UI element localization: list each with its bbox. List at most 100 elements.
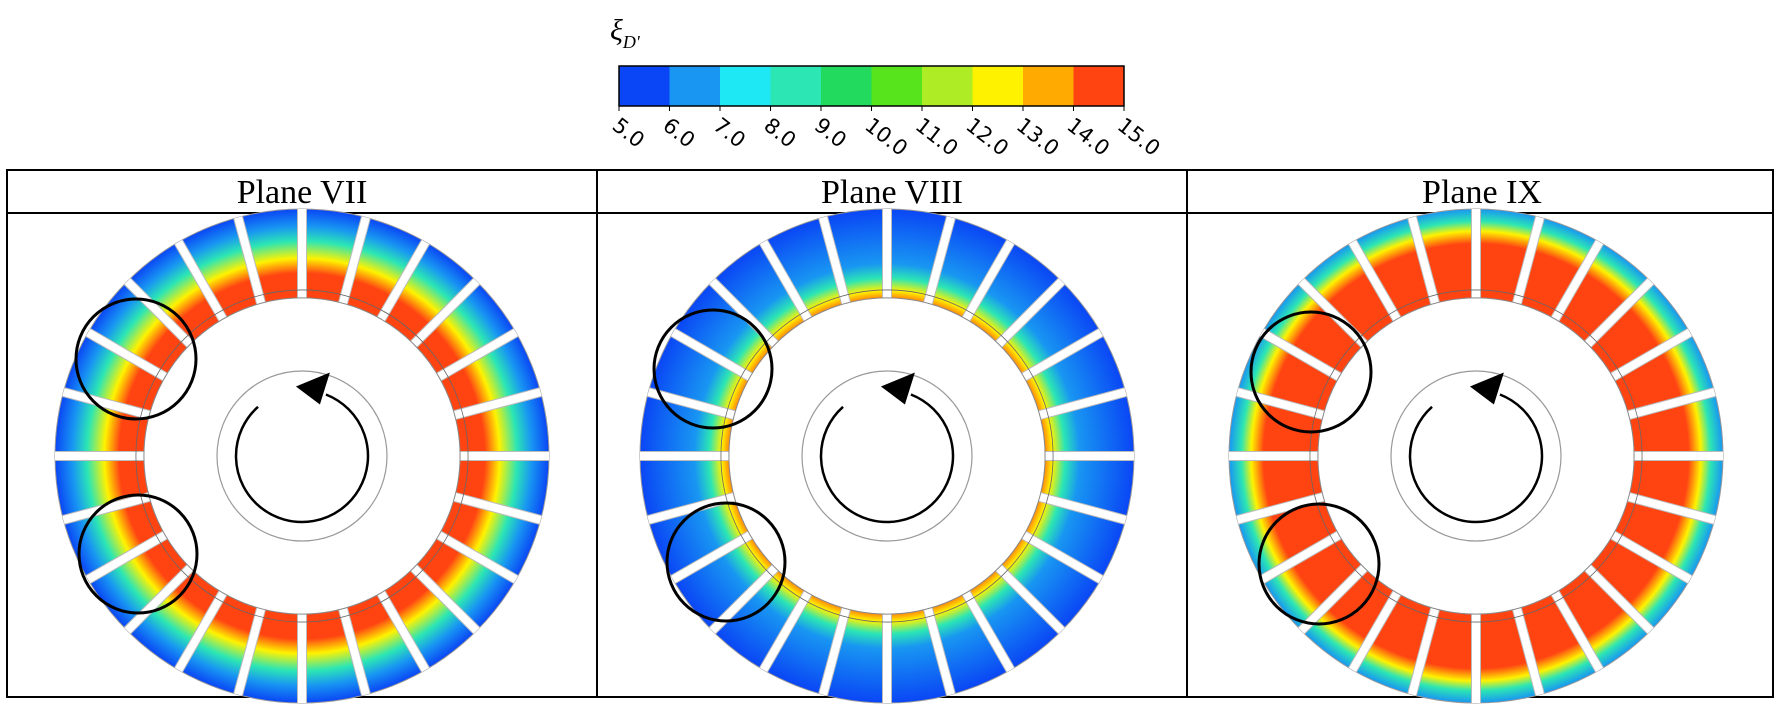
vane [86,329,168,381]
vane [1260,329,1342,381]
shaft [216,370,388,542]
vane [410,278,480,348]
vane [234,607,265,696]
shaft [1390,370,1562,542]
colorbar-swatch [922,66,973,106]
vane [760,240,812,322]
colorbar-tick-label: 15.0 [1113,113,1165,161]
arrow-head [880,372,915,405]
colorbar-tick-label: 11.0 [911,113,963,161]
vane [124,278,194,348]
colorbar-tick-label: 10.0 [860,113,912,161]
panel-title: Plane VIII [821,174,963,211]
rotation-arrow [234,393,370,524]
rotation-arrow [819,393,955,524]
vane [995,278,1065,348]
vane [647,388,736,419]
colorbar-swatch [1073,66,1125,106]
highlight-circle [74,297,198,421]
vane [819,216,850,305]
vane [339,216,370,305]
vane [671,329,753,381]
colorbar-swatch [821,66,872,106]
vane [436,329,518,381]
vane [1260,531,1342,583]
vane [1551,240,1603,322]
highlight-circle [665,501,787,623]
colorbar-tick-label: 13.0 [1012,113,1064,161]
colorbar-tick-label: 5.0 [608,113,649,152]
vane [1298,564,1368,634]
colorbar-swatch [972,66,1024,106]
highlight-circle [77,493,199,615]
vane [453,388,542,419]
vane [1236,388,1325,419]
hub-ring [135,289,469,623]
vane [1610,531,1692,583]
vane [962,240,1014,322]
vane [86,531,168,583]
rotation-arrow [1408,393,1544,524]
vane [709,278,779,348]
colorbar-tick-label: 7.0 [709,113,750,152]
colorbar-tick-label: 12.0 [961,113,1013,161]
highlight-circle [1249,310,1373,434]
panel-title: Plane VII [237,174,368,211]
vane [1513,216,1544,305]
vane [175,240,227,322]
vane [647,493,736,524]
colorbar-tick-label: 14.0 [1062,113,1114,161]
colorbar-title: ξD' [610,14,641,52]
arrow-head [1469,372,1504,405]
vane [175,590,227,672]
colorbar-swatch [1023,66,1074,106]
vane [924,216,955,305]
colorbar-swatch [669,66,721,106]
vane [377,590,429,672]
vane [995,564,1065,634]
vane [819,607,850,696]
colorbar-tick-label: 8.0 [759,113,800,152]
vane [1610,329,1692,381]
colorbar-swatch [770,66,822,106]
colorbar-swatch [619,66,670,106]
vane [1236,493,1325,524]
vane [1298,278,1368,348]
hub [728,297,1046,615]
vane [1038,388,1127,419]
vane [1038,493,1127,524]
vane [1584,564,1654,634]
highlight-circle [652,308,774,430]
vane [1551,590,1603,672]
vane [234,216,265,305]
vane [124,564,194,634]
hub [143,297,461,615]
colorbar-swatch [871,66,923,106]
vane [62,388,151,419]
vane [62,493,151,524]
colorbar-symbol: ξ [610,14,623,47]
hub-ring [720,289,1054,623]
vane [1349,240,1401,322]
highlight-circle [1257,502,1381,626]
vane [410,564,480,634]
colorbar-subscript: D' [622,32,641,52]
vane [436,531,518,583]
vane [1408,216,1439,305]
vane [1021,329,1103,381]
vane [1627,388,1716,419]
panel-title: Plane IX [1422,174,1542,211]
vane [671,531,753,583]
hub-ring [1309,289,1643,623]
shaft [801,370,973,542]
hub [1317,297,1635,615]
vane [1627,493,1716,524]
vane [339,607,370,696]
vane [924,607,955,696]
vane [962,590,1014,672]
colorbar-swatch [720,66,771,106]
colorbar-tick-label: 9.0 [810,113,851,152]
vane [1408,607,1439,696]
vane [1349,590,1401,672]
